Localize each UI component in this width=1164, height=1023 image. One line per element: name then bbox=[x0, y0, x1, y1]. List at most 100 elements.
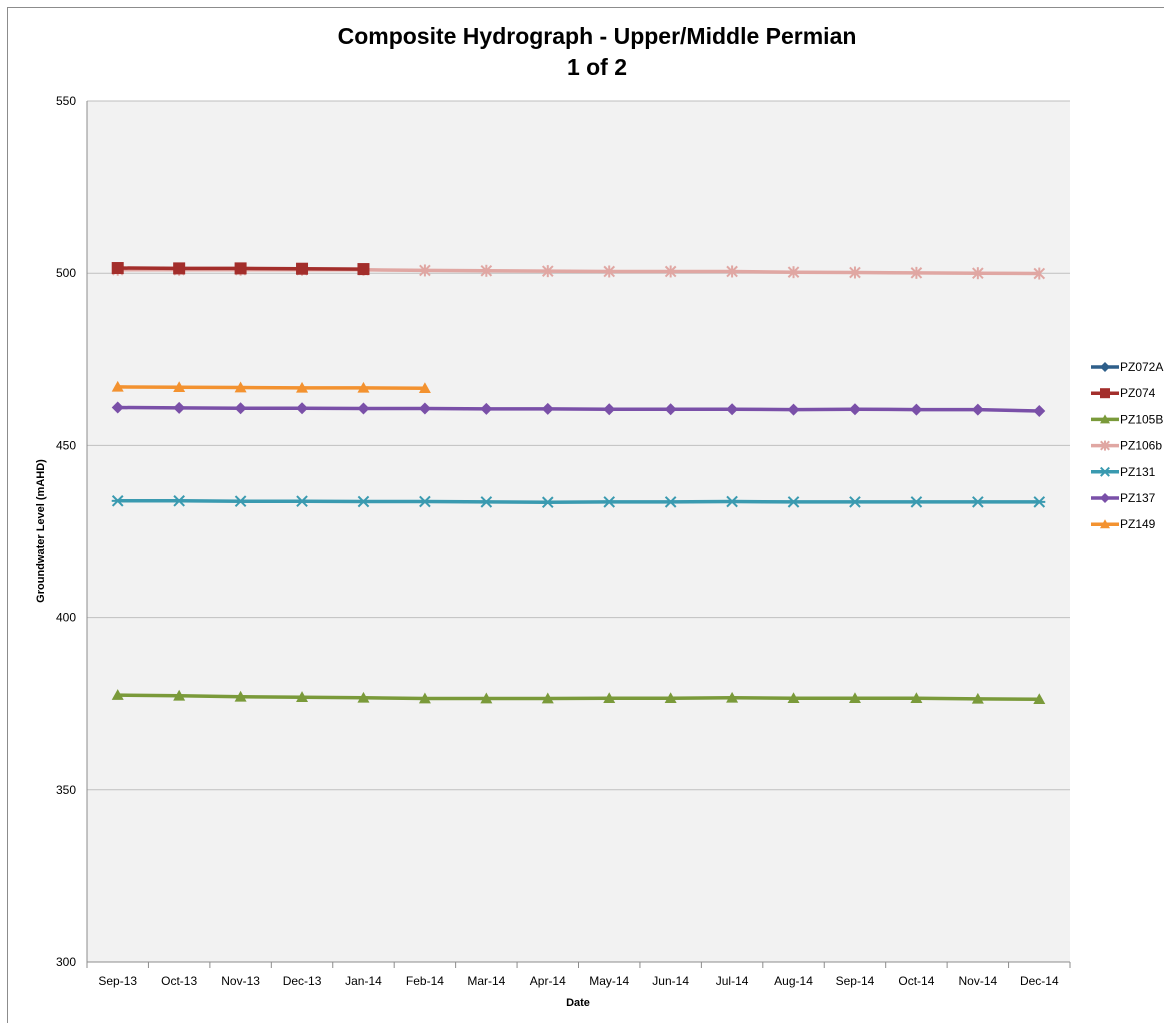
x-tick-label: Dec-13 bbox=[283, 974, 322, 988]
legend-swatch-marker bbox=[1100, 493, 1110, 503]
data-point-pz106b bbox=[419, 264, 431, 277]
legend-item-pz131: PZ131 bbox=[1091, 465, 1156, 479]
data-point-pz105b bbox=[296, 691, 309, 702]
data-point-pz074 bbox=[357, 263, 370, 276]
data-point-pz105b bbox=[418, 692, 431, 704]
plot-area bbox=[87, 101, 1070, 962]
data-point-pz131 bbox=[787, 496, 800, 508]
data-point-pz137 bbox=[971, 403, 984, 416]
data-point-pz131 bbox=[234, 495, 247, 507]
x-tick-label: Dec-14 bbox=[1020, 974, 1059, 988]
data-point-pz105b bbox=[234, 690, 247, 702]
data-point-pz131 bbox=[418, 495, 431, 508]
data-point-pz137 bbox=[418, 402, 431, 415]
data-point-pz131 bbox=[541, 496, 554, 509]
data-point-pz074 bbox=[296, 262, 309, 275]
chart-subtitle: 1 of 2 bbox=[567, 54, 627, 80]
data-point-pz131 bbox=[848, 496, 861, 508]
legend-swatch-marker bbox=[1100, 519, 1110, 529]
legend-item-pz106b: PZ106b bbox=[1091, 439, 1162, 453]
y-tick-label: 350 bbox=[56, 783, 76, 797]
legend-label: PZ074 bbox=[1120, 386, 1156, 400]
data-point-pz106b bbox=[972, 267, 984, 280]
data-point-pz131 bbox=[603, 496, 616, 508]
data-point-pz137 bbox=[480, 402, 493, 415]
legend-item-pz105b: PZ105B bbox=[1091, 412, 1163, 426]
data-point-pz105b bbox=[603, 692, 616, 703]
chart-frame bbox=[7, 7, 1164, 1023]
x-tick-label: Feb-14 bbox=[406, 974, 444, 988]
data-point-pz137 bbox=[910, 403, 923, 416]
data-point-pz137 bbox=[541, 402, 554, 415]
data-point-pz105b bbox=[664, 692, 677, 703]
y-axis-title: Groundwater Level (mAHD) bbox=[35, 459, 47, 603]
data-point-pz137 bbox=[787, 403, 800, 416]
data-point-pz137 bbox=[173, 401, 186, 414]
data-point-pz131 bbox=[1033, 496, 1046, 508]
series-line-pz105b bbox=[117, 693, 1040, 701]
x-tick-label: Aug-14 bbox=[774, 974, 813, 988]
legend-swatch-marker bbox=[1100, 388, 1110, 399]
data-point-pz074 bbox=[234, 262, 247, 275]
x-tick-label: May-14 bbox=[589, 974, 629, 988]
legend-label: PZ131 bbox=[1120, 465, 1156, 479]
x-tick-label: Jul-14 bbox=[716, 974, 749, 988]
data-point-pz106b bbox=[787, 266, 800, 279]
y-tick-label: 300 bbox=[56, 955, 76, 969]
data-point-pz137 bbox=[296, 402, 309, 415]
data-point-pz131 bbox=[111, 495, 124, 507]
x-tick-label: Sep-13 bbox=[98, 974, 137, 988]
data-point-pz106b bbox=[849, 266, 861, 279]
legend-item-pz074: PZ074 bbox=[1091, 386, 1156, 400]
series-line-pz149 bbox=[117, 385, 425, 390]
data-point-pz137 bbox=[848, 403, 861, 416]
x-tick-label: Sep-14 bbox=[836, 974, 875, 988]
data-point-pz149 bbox=[357, 381, 370, 393]
data-point-pz105b bbox=[173, 689, 186, 701]
legend-label: PZ105B bbox=[1120, 412, 1163, 426]
x-axis-title: Date bbox=[566, 997, 590, 1009]
data-point-pz131 bbox=[296, 495, 309, 507]
y-tick-label: 550 bbox=[56, 94, 76, 108]
y-tick-label: 450 bbox=[56, 438, 76, 452]
x-tick-label: Jun-14 bbox=[652, 974, 689, 988]
data-point-pz137 bbox=[234, 402, 247, 415]
chart-title: Composite Hydrograph - Upper/Middle Perm… bbox=[338, 23, 857, 49]
data-point-pz074 bbox=[173, 262, 186, 275]
data-point-pz106b bbox=[603, 265, 616, 278]
legend-item-pz072a: PZ072A bbox=[1091, 360, 1163, 374]
data-point-pz137 bbox=[664, 403, 677, 416]
data-point-pz105b bbox=[480, 692, 493, 704]
legend-label: PZ106b bbox=[1120, 439, 1162, 453]
data-point-pz105b bbox=[357, 691, 370, 703]
data-point-pz149 bbox=[111, 380, 124, 392]
data-point-pz149 bbox=[234, 381, 247, 393]
legend: PZ072A PZ074 PZ105B PZ106b PZ131 PZ137 PZ149 bbox=[1091, 360, 1163, 531]
data-point-pz106b bbox=[1033, 267, 1046, 280]
data-point-pz105b bbox=[1033, 693, 1046, 705]
series-line-pz137 bbox=[117, 405, 1040, 413]
data-point-pz137 bbox=[726, 403, 739, 416]
legend-label: PZ072A bbox=[1120, 360, 1163, 374]
data-point-pz131 bbox=[971, 496, 984, 508]
data-point-pz131 bbox=[357, 495, 370, 508]
data-point-pz131 bbox=[173, 495, 186, 507]
legend-item-pz149: PZ149 bbox=[1091, 517, 1156, 531]
data-point-pz149 bbox=[296, 381, 309, 393]
legend-swatch-marker bbox=[1100, 440, 1110, 451]
y-tick-label: 500 bbox=[56, 266, 76, 280]
data-point-pz074 bbox=[111, 262, 124, 275]
data-point-pz105b bbox=[541, 692, 554, 704]
data-point-pz105b bbox=[726, 691, 739, 703]
data-point-pz105b bbox=[910, 692, 923, 703]
legend-label: PZ137 bbox=[1120, 491, 1156, 505]
data-point-pz137 bbox=[603, 403, 616, 416]
x-tick-label: Mar-14 bbox=[467, 974, 505, 988]
data-point-pz131 bbox=[726, 495, 739, 508]
data-point-pz137 bbox=[1033, 404, 1046, 417]
x-tick-label: Jan-14 bbox=[345, 974, 382, 988]
data-point-pz131 bbox=[910, 496, 923, 508]
data-point-pz105b bbox=[848, 692, 861, 703]
legend-swatch-marker bbox=[1100, 466, 1110, 477]
